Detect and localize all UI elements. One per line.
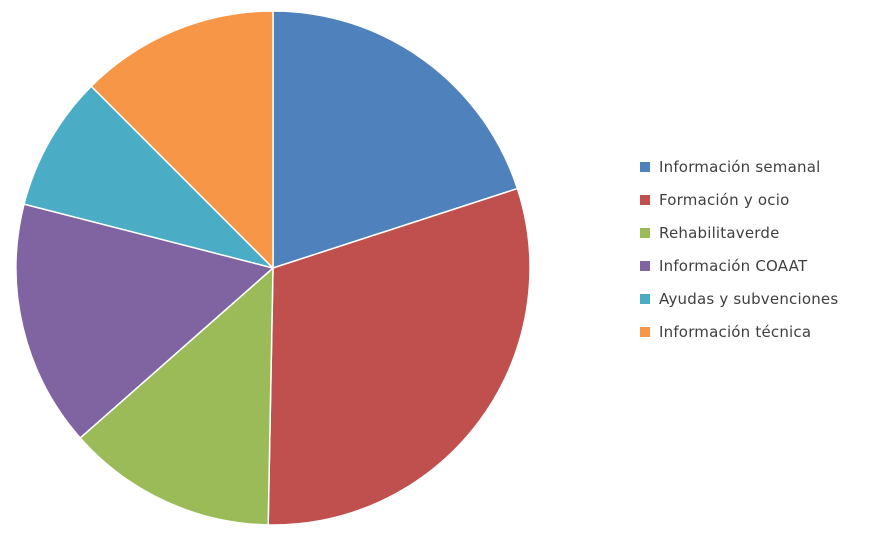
legend-label-formacion-y-ocio: Formación y ocio — [659, 190, 790, 209]
pie-slice-informacion-tecnica — [90, 10, 274, 269]
legend-item-informacion-coaat: Información COAAT — [640, 249, 876, 282]
legend-label-informacion-semanal: Información semanal — [659, 157, 821, 176]
legend-swatch-formacion-y-ocio — [640, 194, 650, 205]
pie-slice-ayudas-y-subvenciones — [23, 85, 274, 269]
legend-label-informacion-coaat: Información COAAT — [659, 256, 808, 275]
pie-slice-formacion-y-ocio — [267, 187, 531, 526]
legend-item-informacion-semanal: Información semanal — [640, 150, 876, 183]
legend-swatch-ayudas-y-subvenciones — [640, 293, 650, 304]
legend-item-ayudas-y-subvenciones: Ayudas y subvenciones — [640, 282, 876, 315]
legend-swatch-rehabilitaverde — [640, 227, 650, 238]
legend-swatch-informacion-coaat — [640, 260, 650, 271]
pie-slice-rehabilitaverde — [79, 267, 274, 526]
legend-label-informacion-tecnica: Información técnica — [659, 322, 812, 341]
legend-label-ayudas-y-subvenciones: Ayudas y subvenciones — [659, 289, 839, 308]
legend-item-rehabilitaverde: Rehabilitaverde — [640, 216, 876, 249]
legend-swatch-informacion-semanal — [640, 161, 650, 172]
pie-slice-informacion-coaat — [15, 203, 274, 439]
legend: Información semanal Formación y ocio Reh… — [640, 150, 876, 348]
legend-item-formacion-y-ocio: Formación y ocio — [640, 183, 876, 216]
legend-label-rehabilitaverde: Rehabilitaverde — [659, 223, 780, 242]
pie-slice-informacion-semanal — [272, 10, 519, 269]
legend-swatch-informacion-tecnica — [640, 326, 650, 337]
legend-item-informacion-tecnica: Información técnica — [640, 315, 876, 348]
